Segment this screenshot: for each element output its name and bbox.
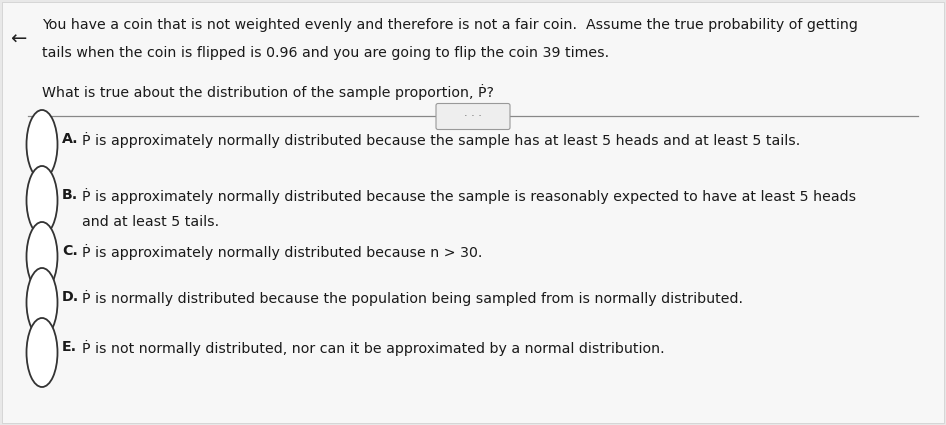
Text: What is true about the distribution of the sample proportion, Ṗ?: What is true about the distribution of t… — [42, 85, 494, 100]
Text: Ṗ is approximately normally distributed because the sample is reasonably expecte: Ṗ is approximately normally distributed … — [82, 189, 856, 204]
Text: tails when the coin is flipped is 0.96 and you are going to flip the coin 39 tim: tails when the coin is flipped is 0.96 a… — [42, 46, 609, 60]
Ellipse shape — [26, 318, 58, 387]
Text: A.: A. — [62, 133, 79, 147]
Text: ←: ← — [9, 30, 26, 49]
Ellipse shape — [26, 166, 58, 235]
Text: E.: E. — [62, 340, 78, 354]
Text: B.: B. — [62, 189, 79, 202]
Text: Ṗ is normally distributed because the population being sampled from is normally : Ṗ is normally distributed because the po… — [82, 291, 743, 306]
Ellipse shape — [26, 268, 58, 337]
Text: D.: D. — [62, 291, 79, 304]
Ellipse shape — [26, 110, 58, 179]
FancyBboxPatch shape — [436, 104, 510, 130]
Text: and at least 5 tails.: and at least 5 tails. — [82, 215, 219, 230]
Ellipse shape — [26, 222, 58, 291]
Text: · · ·: · · · — [464, 111, 482, 122]
Text: You have a coin that is not weighted evenly and therefore is not a fair coin.  A: You have a coin that is not weighted eve… — [42, 18, 858, 32]
Text: Ṗ is approximately normally distributed because n > 30.: Ṗ is approximately normally distributed … — [82, 244, 482, 261]
Text: Ṗ is not normally distributed, nor can it be approximated by a normal distributi: Ṗ is not normally distributed, nor can i… — [82, 340, 665, 357]
Text: Ṗ is approximately normally distributed because the sample has at least 5 heads : Ṗ is approximately normally distributed … — [82, 133, 800, 148]
Text: C.: C. — [62, 244, 78, 258]
